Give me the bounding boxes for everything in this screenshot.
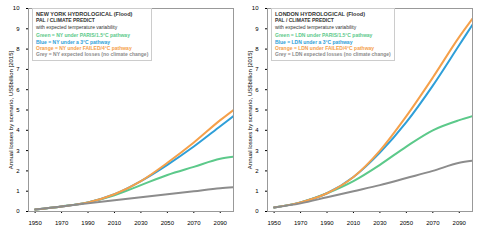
html-text:with expected temperature vari: with expected temperature variability bbox=[36, 23, 118, 30]
html-text:NEW YORK HYDROLOGICAL (Flood): NEW YORK HYDROLOGICAL (Flood) bbox=[36, 11, 133, 17]
svg-text:6: 6 bbox=[255, 87, 259, 93]
html-text:Orange = NY under FAILED/4°C p: Orange = NY under FAILED/4°C pathway bbox=[36, 45, 132, 51]
svg-text:1970: 1970 bbox=[55, 220, 69, 226]
svg-text:8: 8 bbox=[16, 46, 20, 52]
svg-text:2010: 2010 bbox=[347, 220, 361, 226]
html-text:PAL / CLIMATE PREDICT: PAL / CLIMATE PREDICT bbox=[275, 17, 334, 24]
svg-text:4: 4 bbox=[16, 127, 20, 133]
svg-text:9: 9 bbox=[255, 26, 259, 32]
svg-text:1: 1 bbox=[16, 188, 20, 194]
svg-text:2050: 2050 bbox=[400, 220, 414, 226]
svg-text:Annual losses by scenario, US$: Annual losses by scenario, US$billion [2… bbox=[8, 50, 14, 169]
svg-text:9: 9 bbox=[16, 26, 20, 32]
svg-text:1990: 1990 bbox=[81, 220, 95, 226]
html-text:LONDON HYDROLOGICAL (Flood): LONDON HYDROLOGICAL (Flood) bbox=[275, 11, 365, 17]
svg-text:2090: 2090 bbox=[214, 220, 228, 226]
svg-text:7: 7 bbox=[16, 66, 20, 72]
svg-text:8: 8 bbox=[255, 46, 259, 52]
svg-text:0: 0 bbox=[255, 208, 259, 214]
svg-text:0: 0 bbox=[16, 208, 20, 214]
svg-text:1: 1 bbox=[255, 188, 259, 194]
html-text:with expected temperature vari: with expected temperature variability bbox=[275, 23, 357, 30]
svg-text:5: 5 bbox=[16, 107, 20, 113]
svg-text:Annual losses by scenario, US$: Annual losses by scenario, US$billion [2… bbox=[247, 50, 253, 169]
svg-text:10: 10 bbox=[13, 5, 20, 11]
svg-text:2090: 2090 bbox=[453, 220, 467, 226]
svg-text:5: 5 bbox=[255, 107, 259, 113]
html-text:Green = NY under PARIS/1.5°C p: Green = NY under PARIS/1.5°C pathway bbox=[36, 32, 130, 39]
html-text:PAL / CLIMATE PREDICT: PAL / CLIMATE PREDICT bbox=[36, 17, 95, 24]
svg-text:10: 10 bbox=[252, 5, 259, 11]
svg-text:2050: 2050 bbox=[161, 220, 175, 226]
html-text:Grey = NY expected losses (no: Grey = NY expected losses (no climate ch… bbox=[36, 51, 149, 58]
svg-text:1970: 1970 bbox=[294, 220, 308, 226]
svg-text:2030: 2030 bbox=[373, 220, 387, 226]
html-text:Grey = LDN expected losses (no: Grey = LDN expected losses (no climate c… bbox=[275, 51, 391, 58]
svg-text:2070: 2070 bbox=[426, 220, 440, 226]
html-text:Blue = NY under a 3°C pathway: Blue = NY under a 3°C pathway bbox=[36, 38, 110, 45]
svg-text:2010: 2010 bbox=[108, 220, 122, 226]
svg-text:7: 7 bbox=[255, 66, 259, 72]
html-text:Blue = LDN under a 3°C pathway: Blue = LDN under a 3°C pathway bbox=[275, 38, 353, 45]
svg-text:2: 2 bbox=[16, 168, 20, 174]
svg-text:1950: 1950 bbox=[267, 220, 281, 226]
svg-text:3: 3 bbox=[255, 148, 259, 154]
svg-text:1950: 1950 bbox=[28, 220, 42, 226]
svg-text:6: 6 bbox=[16, 87, 20, 93]
svg-text:2: 2 bbox=[255, 168, 259, 174]
html-text:Orange = LDN under FAILED/4°C: Orange = LDN under FAILED/4°C pathway bbox=[275, 45, 375, 51]
svg-text:1990: 1990 bbox=[320, 220, 334, 226]
svg-text:2030: 2030 bbox=[134, 220, 148, 226]
svg-text:3: 3 bbox=[16, 148, 20, 154]
html-text:Green = LDN under PARIS/1.5°C: Green = LDN under PARIS/1.5°C pathway bbox=[275, 32, 373, 39]
svg-text:2070: 2070 bbox=[187, 220, 201, 226]
svg-text:4: 4 bbox=[255, 127, 259, 133]
